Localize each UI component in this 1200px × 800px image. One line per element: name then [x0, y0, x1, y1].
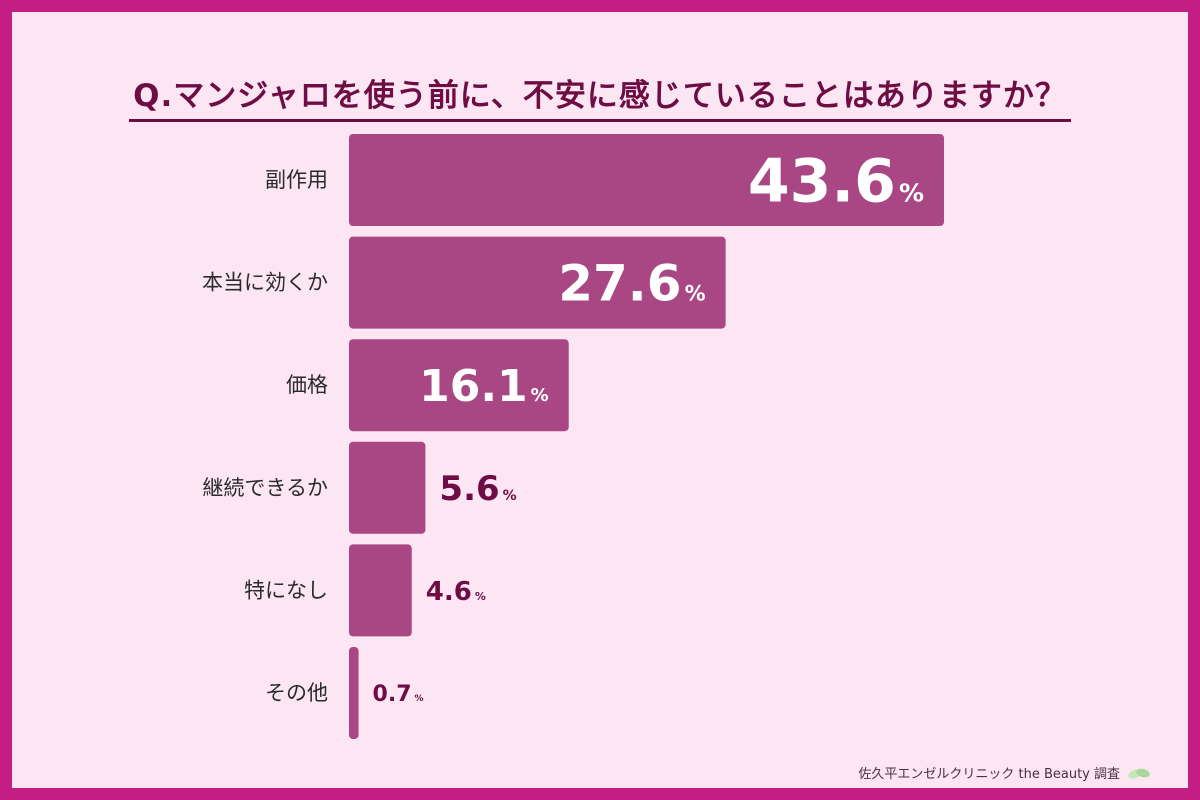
category-label: 価格 [286, 373, 328, 397]
bar [349, 647, 359, 739]
value-label: 0.7% [373, 682, 424, 707]
category-label: 本当に効くか [202, 271, 328, 295]
value-label: 16.1% [419, 361, 549, 412]
leaf-logo-icon [1128, 768, 1150, 778]
category-label: 特になし [244, 578, 328, 602]
bar [349, 134, 944, 226]
bar [349, 339, 569, 432]
category-label: 副作用 [265, 168, 328, 192]
bar [349, 544, 412, 637]
category-label: 継続できるか [202, 476, 328, 500]
chart-title: Q.マンジャロを使う前に、不安に感じていることはありますか？ [0, 70, 1200, 122]
value-label: 5.6% [439, 469, 516, 509]
value-label: 27.6% [558, 255, 705, 313]
credit: 佐久平エンゼルクリニック the Beauty 調査 [858, 763, 1152, 782]
value-label: 4.6% [426, 577, 486, 607]
credit-text: 佐久平エンゼルクリニック the Beauty 調査 [858, 767, 1120, 782]
bar [349, 441, 426, 534]
category-label: その他 [265, 681, 328, 705]
chart-title-text: Q.マンジャロを使う前に、不安に感じていることはありますか？ [129, 70, 1071, 122]
bar [349, 236, 726, 329]
value-label: 43.6% [748, 147, 924, 217]
